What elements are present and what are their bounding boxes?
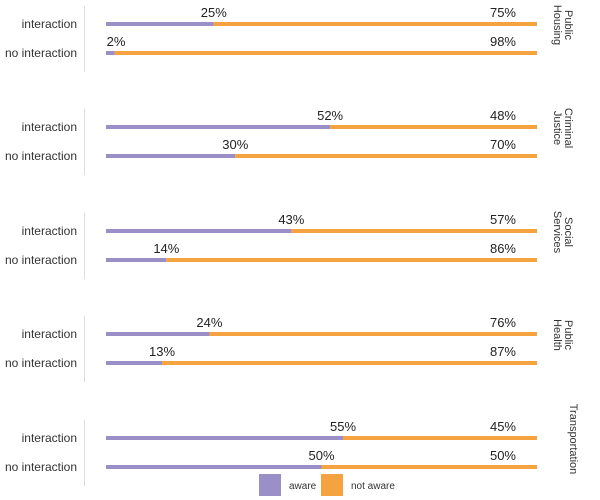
bar-not-aware — [235, 154, 538, 158]
bar-aware — [106, 465, 322, 469]
facet-1: interaction 52% 48% no interaction 30% 70% Cri… — [5, 108, 574, 175]
bar-aware — [106, 51, 115, 55]
value-label-aware: 52% — [317, 108, 343, 123]
bar-aware — [106, 154, 236, 158]
bar-not-aware — [330, 125, 537, 129]
bar-aware — [106, 332, 210, 336]
facet-label: PublicHousing — [551, 5, 574, 45]
row-label: interaction — [22, 120, 77, 134]
value-label-aware: 14% — [153, 241, 179, 256]
facet-label: PublicHealth — [551, 319, 574, 351]
value-label-not-aware: 86% — [490, 241, 516, 256]
row-label: interaction — [22, 17, 77, 31]
value-label-aware: 2% — [107, 34, 126, 49]
row-label: interaction — [22, 431, 77, 445]
value-label-not-aware: 48% — [490, 108, 516, 123]
facet-label: CriminalJustice — [551, 108, 574, 148]
bar-aware — [106, 258, 167, 262]
bar-not-aware — [162, 361, 537, 365]
value-label-aware: 13% — [149, 344, 175, 359]
facet-2: interaction 43% 57% no interaction 14% 86% Soc… — [5, 211, 574, 279]
bar-not-aware — [321, 465, 537, 469]
legend: aware not aware — [259, 474, 395, 496]
bar-not-aware — [343, 436, 537, 440]
bar-aware — [106, 361, 163, 365]
bar-aware — [106, 22, 214, 26]
value-label-aware: 43% — [278, 212, 304, 227]
bar-aware — [106, 229, 292, 233]
bar-not-aware — [209, 332, 537, 336]
value-label-not-aware: 76% — [490, 315, 516, 330]
legend-swatch-not-aware — [321, 474, 343, 496]
row-label: no interaction — [5, 460, 77, 474]
legend-label: aware — [289, 481, 317, 492]
facet-3: interaction 24% 76% no interaction 13% 87% Pub… — [5, 315, 574, 382]
value-label-aware: 55% — [330, 419, 356, 434]
facet-0: interaction 25% 75% no interaction 2% 98% Publ… — [5, 5, 574, 72]
value-label-not-aware: 57% — [490, 212, 516, 227]
facet-4: interaction 55% 45% no interaction 50% 50% Tra… — [5, 404, 579, 486]
value-label-not-aware: 45% — [490, 419, 516, 434]
value-label-not-aware: 87% — [490, 344, 516, 359]
value-label-aware: 24% — [196, 315, 222, 330]
row-label: interaction — [22, 327, 77, 341]
value-label-not-aware: 70% — [490, 137, 516, 152]
row-label: no interaction — [5, 46, 77, 60]
row-label: interaction — [22, 224, 77, 238]
value-label-not-aware: 75% — [490, 5, 516, 20]
bar-aware — [106, 436, 344, 440]
bar-aware — [106, 125, 331, 129]
legend-label: not aware — [351, 481, 395, 492]
facet-label: Transportation — [567, 404, 579, 475]
bar-not-aware — [166, 258, 537, 262]
row-label: no interaction — [5, 253, 77, 267]
value-label-aware: 50% — [308, 448, 334, 463]
bar-not-aware — [291, 229, 537, 233]
facet-label: SocialServices — [551, 211, 574, 254]
bar-not-aware — [114, 51, 538, 55]
value-label-not-aware: 50% — [490, 448, 516, 463]
row-label: no interaction — [5, 356, 77, 370]
value-label-not-aware: 98% — [490, 34, 516, 49]
row-label: no interaction — [5, 149, 77, 163]
value-label-aware: 25% — [201, 5, 227, 20]
legend-swatch-aware — [259, 474, 281, 496]
value-label-aware: 30% — [222, 137, 248, 152]
bar-not-aware — [213, 22, 537, 26]
